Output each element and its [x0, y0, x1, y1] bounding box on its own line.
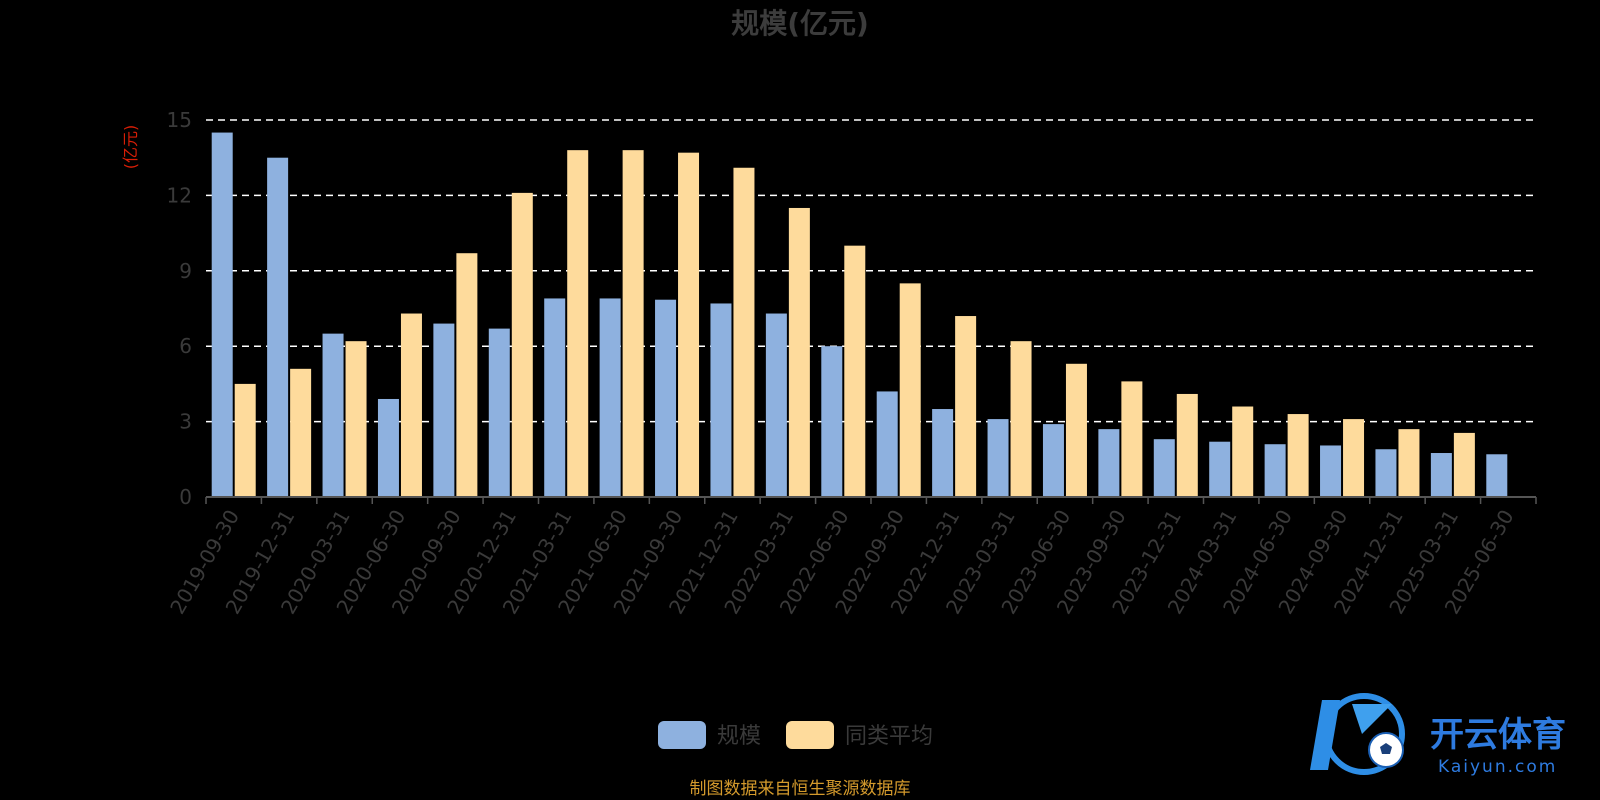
- bar-peer-average[interactable]: [733, 167, 755, 497]
- bar-peer-average[interactable]: [678, 152, 700, 497]
- watermark-brand-en: Kaiyun.com: [1438, 757, 1557, 777]
- data-source-note: 制图数据来自恒生聚源数据库: [690, 779, 911, 799]
- bar-peer-average[interactable]: [1398, 429, 1420, 497]
- bar-peer-average[interactable]: [567, 150, 589, 497]
- bar-scale[interactable]: [765, 313, 787, 497]
- bars-layer: [211, 132, 1508, 498]
- legend-label-peer-average: 同类平均: [845, 724, 933, 749]
- bar-peer-average[interactable]: [844, 245, 866, 497]
- y-tick-label: 15: [167, 108, 192, 132]
- bar-peer-average[interactable]: [1176, 393, 1198, 497]
- bar-scale[interactable]: [488, 328, 510, 497]
- legend-swatch-scale: [658, 721, 706, 749]
- legend-label-scale: 规模: [717, 724, 761, 749]
- bar-peer-average[interactable]: [788, 207, 810, 497]
- bar-scale[interactable]: [932, 409, 954, 497]
- bar-peer-average[interactable]: [1010, 341, 1032, 497]
- bar-peer-average[interactable]: [1287, 414, 1309, 497]
- bar-peer-average[interactable]: [1343, 419, 1365, 497]
- y-axis-unit-label: (亿元): [121, 125, 140, 170]
- chart-title: 规模(亿元): [731, 7, 869, 40]
- bar-peer-average[interactable]: [290, 368, 312, 497]
- y-tick-label: 12: [167, 183, 192, 207]
- bar-peer-average[interactable]: [234, 383, 256, 497]
- y-tick-label: 0: [179, 485, 192, 509]
- bar-scale[interactable]: [1209, 441, 1231, 497]
- bar-scale[interactable]: [987, 419, 1009, 497]
- bar-peer-average[interactable]: [1121, 381, 1143, 497]
- bar-peer-average[interactable]: [511, 192, 533, 498]
- bar-scale[interactable]: [322, 333, 344, 497]
- bar-scale[interactable]: [433, 323, 455, 497]
- bar-scale[interactable]: [655, 299, 677, 497]
- bar-peer-average[interactable]: [1065, 363, 1087, 497]
- bar-peer-average[interactable]: [622, 150, 644, 497]
- bar-scale[interactable]: [1153, 439, 1175, 497]
- y-tick-label: 9: [179, 259, 192, 283]
- bar-scale[interactable]: [821, 346, 843, 497]
- bar-peer-average[interactable]: [1453, 432, 1475, 497]
- bar-scale[interactable]: [267, 157, 289, 497]
- bar-peer-average[interactable]: [345, 341, 367, 497]
- bar-scale[interactable]: [1486, 454, 1508, 497]
- grid-lines: [206, 119, 1536, 423]
- legend-item-series-0[interactable]: 规模: [658, 721, 761, 749]
- y-tick-label: 6: [179, 334, 192, 358]
- watermark-logo: 开云体育 Kaiyun.com: [1310, 693, 1566, 777]
- bar-scale[interactable]: [211, 132, 233, 498]
- bar-peer-average[interactable]: [955, 316, 977, 497]
- bar-peer-average[interactable]: [899, 283, 921, 497]
- soccer-ball-logo-icon: [1310, 693, 1405, 775]
- bar-scale[interactable]: [1320, 445, 1342, 497]
- legend-item-series-1[interactable]: 同类平均: [786, 721, 933, 749]
- legend-swatch-peer-average: [786, 721, 834, 749]
- bar-peer-average[interactable]: [456, 253, 478, 497]
- y-tick-label: 3: [179, 410, 192, 434]
- bar-scale[interactable]: [599, 298, 621, 497]
- bar-scale[interactable]: [876, 391, 898, 497]
- bar-scale[interactable]: [710, 303, 732, 497]
- bar-scale[interactable]: [377, 398, 399, 497]
- bar-peer-average[interactable]: [400, 313, 422, 497]
- bar-scale[interactable]: [1430, 453, 1452, 497]
- bar-scale[interactable]: [544, 298, 566, 497]
- bar-scale[interactable]: [1042, 424, 1064, 497]
- bar-peer-average[interactable]: [1232, 406, 1254, 497]
- watermark-brand-cn: 开云体育: [1430, 715, 1566, 755]
- bar-scale[interactable]: [1375, 449, 1397, 497]
- bar-scale[interactable]: [1098, 429, 1120, 497]
- bar-scale[interactable]: [1264, 444, 1286, 497]
- legend: 规模 同类平均: [658, 721, 933, 749]
